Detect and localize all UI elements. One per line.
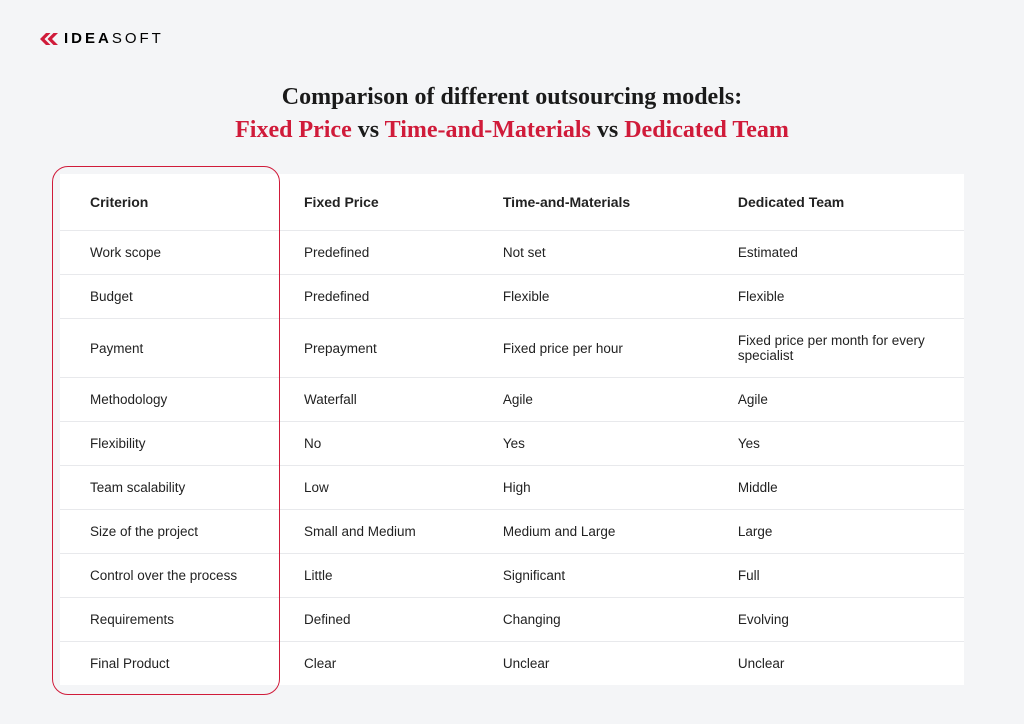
cell-dedicated: Fixed price per month for every speciali… xyxy=(720,319,964,378)
cell-fixed: Prepayment xyxy=(286,319,485,378)
cell-tm: Yes xyxy=(485,422,720,466)
table-row: Payment Prepayment Fixed price per hour … xyxy=(60,319,964,378)
cell-criterion: Size of the project xyxy=(60,510,286,554)
brand-logo: IDEASOFT xyxy=(40,30,164,47)
title-line2: Fixed Price vs Time-and-Materials vs Ded… xyxy=(0,117,1024,144)
cell-tm: Medium and Large xyxy=(485,510,720,554)
cell-criterion: Budget xyxy=(60,275,286,319)
title-model-1: Fixed Price xyxy=(235,117,352,143)
cell-tm: Unclear xyxy=(485,642,720,686)
cell-dedicated: Agile xyxy=(720,378,964,422)
cell-fixed: Small and Medium xyxy=(286,510,485,554)
title-vs-2: vs xyxy=(597,117,618,143)
cell-fixed: Predefined xyxy=(286,231,485,275)
table-row: Size of the project Small and Medium Med… xyxy=(60,510,964,554)
cell-fixed: Little xyxy=(286,554,485,598)
table-row: Team scalability Low High Middle xyxy=(60,466,964,510)
cell-dedicated: Flexible xyxy=(720,275,964,319)
cell-criterion: Team scalability xyxy=(60,466,286,510)
table-row: Control over the process Little Signific… xyxy=(60,554,964,598)
cell-criterion: Final Product xyxy=(60,642,286,686)
cell-dedicated: Unclear xyxy=(720,642,964,686)
cell-dedicated: Full xyxy=(720,554,964,598)
cell-tm: High xyxy=(485,466,720,510)
comparison-table-wrap: Criterion Fixed Price Time-and-Materials… xyxy=(60,174,964,685)
cell-dedicated: Middle xyxy=(720,466,964,510)
cell-tm: Agile xyxy=(485,378,720,422)
table-row: Work scope Predefined Not set Estimated xyxy=(60,231,964,275)
comparison-table: Criterion Fixed Price Time-and-Materials… xyxy=(60,174,964,685)
cell-dedicated: Estimated xyxy=(720,231,964,275)
cell-dedicated: Evolving xyxy=(720,598,964,642)
table-row: Flexibility No Yes Yes xyxy=(60,422,964,466)
table-row: Methodology Waterfall Agile Agile xyxy=(60,378,964,422)
cell-tm: Significant xyxy=(485,554,720,598)
title-model-3: Dedicated Team xyxy=(624,117,789,143)
cell-criterion: Work scope xyxy=(60,231,286,275)
col-header-criterion: Criterion xyxy=(60,174,286,231)
col-header-dedicated-team: Dedicated Team xyxy=(720,174,964,231)
cell-fixed: Low xyxy=(286,466,485,510)
cell-fixed: Defined xyxy=(286,598,485,642)
table-row: Budget Predefined Flexible Flexible xyxy=(60,275,964,319)
table-row: Final Product Clear Unclear Unclear xyxy=(60,642,964,686)
logo-mark-icon xyxy=(40,32,58,46)
title-line1: Comparison of different outsourcing mode… xyxy=(0,84,1024,111)
title-model-2: Time-and-Materials xyxy=(385,117,591,143)
cell-criterion: Control over the process xyxy=(60,554,286,598)
cell-tm: Changing xyxy=(485,598,720,642)
table-header-row: Criterion Fixed Price Time-and-Materials… xyxy=(60,174,964,231)
cell-criterion: Methodology xyxy=(60,378,286,422)
cell-criterion: Payment xyxy=(60,319,286,378)
page-title: Comparison of different outsourcing mode… xyxy=(0,0,1024,144)
logo-text-light: SOFT xyxy=(112,30,164,47)
cell-tm: Fixed price per hour xyxy=(485,319,720,378)
cell-fixed: Clear xyxy=(286,642,485,686)
col-header-fixed-price: Fixed Price xyxy=(286,174,485,231)
logo-text-bold: IDEA xyxy=(64,30,112,47)
cell-criterion: Requirements xyxy=(60,598,286,642)
title-vs-1: vs xyxy=(358,117,379,143)
cell-tm: Not set xyxy=(485,231,720,275)
logo-text: IDEASOFT xyxy=(64,30,164,47)
cell-dedicated: Yes xyxy=(720,422,964,466)
col-header-time-materials: Time-and-Materials xyxy=(485,174,720,231)
cell-fixed: No xyxy=(286,422,485,466)
cell-criterion: Flexibility xyxy=(60,422,286,466)
table-row: Requirements Defined Changing Evolving xyxy=(60,598,964,642)
cell-dedicated: Large xyxy=(720,510,964,554)
cell-fixed: Waterfall xyxy=(286,378,485,422)
cell-tm: Flexible xyxy=(485,275,720,319)
cell-fixed: Predefined xyxy=(286,275,485,319)
